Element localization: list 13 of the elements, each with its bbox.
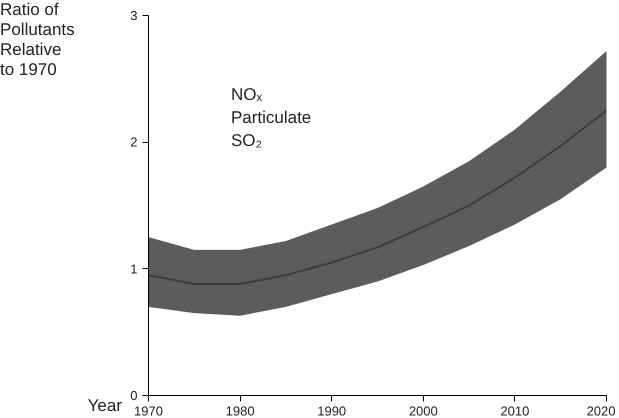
y-tick-label: 0 xyxy=(130,388,138,403)
x-tick-label: 1990 xyxy=(317,404,346,418)
y-tick-label: 3 xyxy=(130,8,138,23)
y-tick-label: 2 xyxy=(130,134,138,150)
x-tick-label: 2000 xyxy=(408,404,438,418)
y-tick-label: 1 xyxy=(130,261,138,276)
x-axis-title: Year xyxy=(88,396,122,416)
x-tick-label: 1980 xyxy=(226,404,255,418)
x-tick-label: 1970 xyxy=(134,404,163,418)
text: NOₓ Particulate SO₂ xyxy=(230,85,312,150)
x-tick-label: 2010 xyxy=(500,404,530,418)
x-tick-label: 2020 xyxy=(586,404,616,418)
y-axis-title: Ratio of Pollutants Relative to 1970 xyxy=(0,0,75,80)
